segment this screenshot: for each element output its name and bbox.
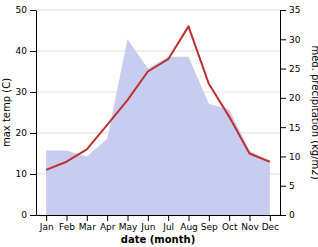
tick-label: Jun [140, 222, 155, 232]
tick-mark [280, 69, 286, 70]
tick: 0 [280, 210, 295, 220]
tick-mark [67, 215, 68, 221]
tick-mark [107, 215, 108, 221]
tick: Feb [59, 215, 75, 232]
tick-mark [46, 215, 47, 221]
tick: 30 [16, 87, 36, 97]
tick-label: 50 [16, 5, 28, 15]
tick-label: Sep [201, 222, 218, 232]
tick-label: Mar [79, 222, 96, 232]
tick: Sep [201, 215, 218, 232]
tick-mark [250, 215, 251, 221]
grid-line [36, 51, 280, 52]
tick-label: 20 [289, 93, 301, 103]
tick-mark [30, 10, 36, 11]
tick: 20 [16, 128, 36, 138]
tick-label: 25 [289, 64, 300, 74]
tick-mark [87, 215, 88, 221]
tick-label: Aug [180, 222, 198, 232]
tick-label: 0 [289, 210, 295, 220]
tick-mark [280, 156, 286, 157]
tick-mark [280, 215, 286, 216]
tick: 15 [280, 123, 300, 133]
tick-mark [280, 39, 286, 40]
tick: Mar [79, 215, 96, 232]
tick-label: 10 [289, 152, 301, 162]
y-axis-title: max temp (C) [1, 78, 12, 147]
grid-line [36, 10, 280, 11]
tick-mark [30, 174, 36, 175]
tick: 10 [280, 152, 301, 162]
tick: 0 [21, 210, 36, 220]
tick-mark [148, 215, 149, 221]
y-axis: 0 10 20 30 40 50 [16, 5, 37, 220]
tick: Dec [262, 215, 279, 232]
plot: Jan Feb Mar AprMayJun Jul AugSep OctNovDec 0 10 2… [16, 5, 301, 232]
tick-label: Apr [100, 222, 116, 232]
tick-mark [30, 133, 36, 134]
tick-label: Jul [162, 222, 174, 232]
tick: Jan [39, 215, 54, 232]
tick: 20 [280, 93, 301, 103]
tick-label: May [119, 222, 138, 232]
x-axis: Jan Feb Mar AprMayJun Jul AugSep OctNovDec [37, 215, 281, 232]
tick-mark [209, 215, 210, 221]
tick-mark [280, 127, 286, 128]
tick-label: Jan [39, 222, 54, 232]
tick: 35 [280, 5, 300, 15]
axis-line [280, 11, 281, 216]
tick-mark [128, 215, 129, 221]
tick-mark [280, 186, 286, 187]
tick-label: 40 [16, 46, 28, 56]
axis-line [37, 215, 281, 216]
tick: Nov [241, 215, 259, 232]
tick: 5 [280, 181, 295, 191]
tick: Jul [162, 215, 174, 232]
tick-mark [189, 215, 190, 221]
tick: May [119, 215, 138, 232]
tick-label: Nov [241, 222, 259, 232]
line [46, 26, 270, 170]
tick-label: 20 [16, 128, 28, 138]
grid [36, 10, 280, 215]
tick-label: 30 [16, 87, 28, 97]
tick: 30 [280, 35, 301, 45]
tick-mark [280, 98, 286, 99]
tick-label: 0 [21, 210, 27, 220]
tick: 50 [16, 5, 36, 15]
tick: 10 [16, 169, 36, 179]
tick: Apr [100, 215, 116, 232]
tick-mark [229, 215, 230, 221]
marks [46, 26, 270, 215]
tick: 25 [280, 64, 300, 74]
tick-label: 30 [289, 35, 301, 45]
axis-line [36, 11, 37, 216]
tick: Aug [180, 215, 198, 232]
tick-mark [270, 215, 271, 221]
tick-mark [30, 92, 36, 93]
tick-label: 15 [289, 123, 300, 133]
tick-label: Feb [59, 222, 75, 232]
tick-label: 10 [16, 169, 28, 179]
tick-label: Oct [222, 222, 238, 232]
tick-label: Dec [262, 222, 279, 232]
tick: 40 [16, 46, 36, 56]
tick-mark [168, 215, 169, 221]
tick-mark [30, 215, 36, 216]
chart: Jan Feb Mar AprMayJun Jul AugSep OctNovDec 0 10 2… [0, 0, 318, 247]
y2-axis-title: med. precipitation (kg/m2) [310, 45, 318, 179]
tick-mark [30, 51, 36, 52]
tick-label: 35 [289, 5, 300, 15]
tick: Oct [222, 215, 238, 232]
tick: Jun [140, 215, 155, 232]
x-axis-title: date (month) [121, 234, 195, 245]
tick-mark [280, 10, 286, 11]
y2-axis: 0 5 10 15 20 25 30 35 [280, 5, 301, 220]
tick-label: 5 [289, 181, 295, 191]
